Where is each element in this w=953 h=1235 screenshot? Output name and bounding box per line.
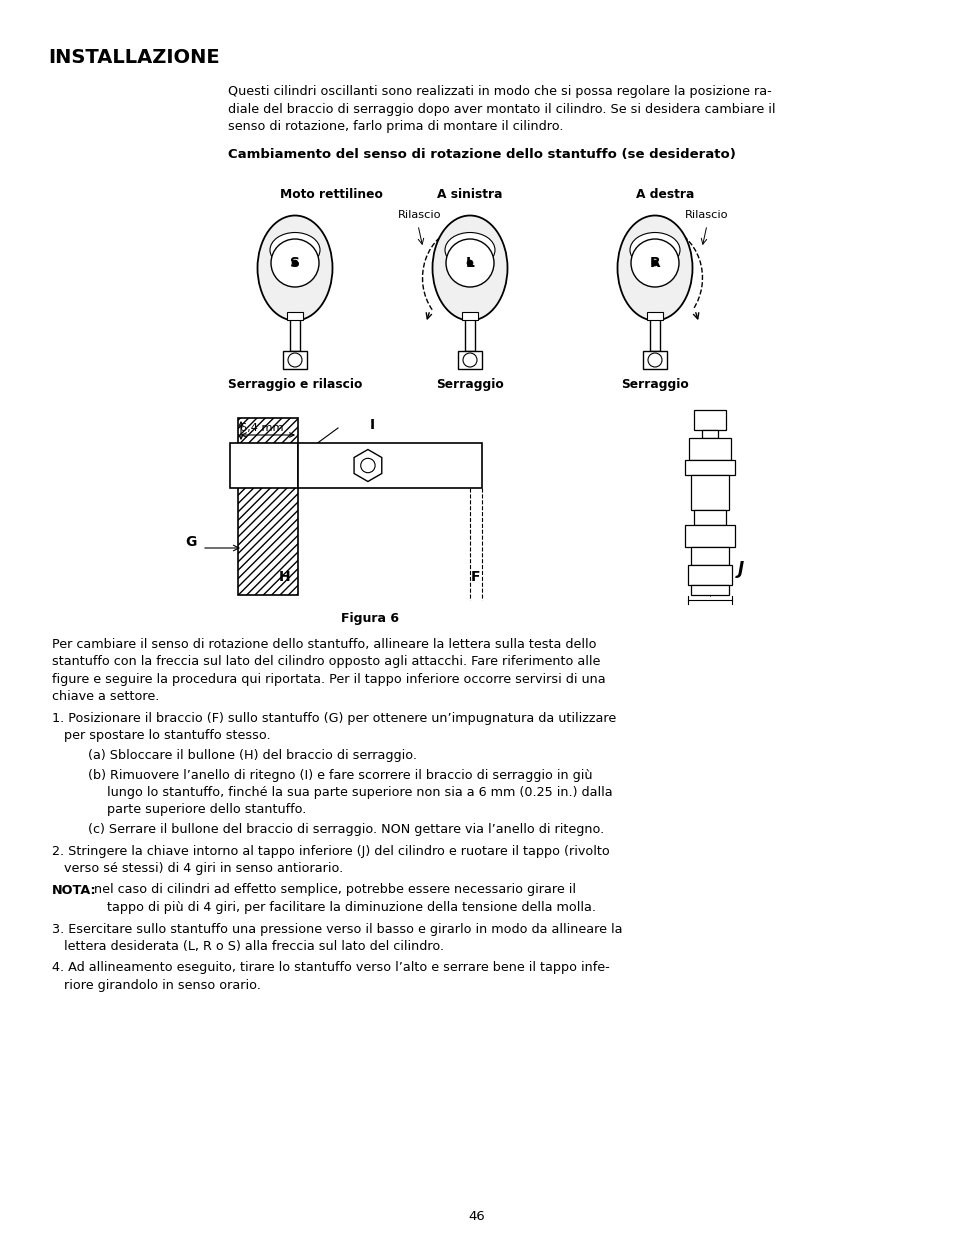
Circle shape <box>292 261 297 266</box>
Text: riore girandolo in senso orario.: riore girandolo in senso orario. <box>64 979 260 992</box>
Text: 3. Esercitare sullo stantuffo una pressione verso il basso e girarlo in modo da : 3. Esercitare sullo stantuffo una pressi… <box>52 923 622 935</box>
Bar <box>649 316 659 351</box>
Circle shape <box>647 353 661 367</box>
Ellipse shape <box>257 215 333 321</box>
Text: Serraggio: Serraggio <box>436 378 503 391</box>
Text: J: J <box>738 559 743 578</box>
Bar <box>464 316 475 351</box>
Text: NOTA:: NOTA: <box>52 883 96 897</box>
Bar <box>687 564 731 585</box>
Circle shape <box>271 240 318 287</box>
Bar <box>693 510 725 525</box>
Ellipse shape <box>432 215 507 321</box>
Bar <box>297 443 481 488</box>
Circle shape <box>651 261 658 266</box>
Text: H: H <box>279 571 291 584</box>
Bar <box>690 547 728 564</box>
Text: F: F <box>471 571 480 584</box>
Text: 4. Ad allineamento eseguito, tirare lo stantuffo verso l’alto e serrare bene il : 4. Ad allineamento eseguito, tirare lo s… <box>52 962 609 974</box>
Text: (a) Sbloccare il bullone (H) del braccio di serraggio.: (a) Sbloccare il bullone (H) del braccio… <box>88 748 416 762</box>
Text: Serraggio e rilascio: Serraggio e rilascio <box>228 378 362 391</box>
Text: verso sé stessi) di 4 giri in senso antiorario.: verso sé stessi) di 4 giri in senso anti… <box>64 862 343 876</box>
Text: 6,4 mm: 6,4 mm <box>240 424 283 433</box>
Bar <box>290 316 299 351</box>
Text: Serraggio: Serraggio <box>620 378 688 391</box>
Text: R: R <box>649 256 659 270</box>
Text: lungo lo stantuffo, finché la sua parte superiore non sia a 6 mm (0.25 in.) dall: lungo lo stantuffo, finché la sua parte … <box>107 785 612 799</box>
Text: S: S <box>290 256 299 270</box>
Bar <box>642 351 666 369</box>
Text: Moto rettilineo: Moto rettilineo <box>280 188 382 201</box>
Ellipse shape <box>444 232 495 268</box>
Text: A destra: A destra <box>635 188 694 201</box>
Text: lettera desiderata (L, R o S) alla freccia sul lato del cilindro.: lettera desiderata (L, R o S) alla frecc… <box>64 940 444 953</box>
Bar <box>461 312 477 320</box>
Text: Rilascio: Rilascio <box>684 210 728 220</box>
Ellipse shape <box>629 232 679 268</box>
Text: 46: 46 <box>468 1210 485 1223</box>
Circle shape <box>288 353 302 367</box>
Text: tappo di più di 4 giri, per facilitare la diminuzione della tensione della molla: tappo di più di 4 giri, per facilitare l… <box>107 902 596 914</box>
Ellipse shape <box>617 215 692 321</box>
Bar <box>690 585 728 595</box>
Circle shape <box>462 353 476 367</box>
Text: (b) Rimuovere l’anello di ritegno (I) e fare scorrere il braccio di serraggio in: (b) Rimuovere l’anello di ritegno (I) e … <box>88 768 592 782</box>
Bar <box>684 525 734 547</box>
Bar <box>237 417 297 595</box>
Circle shape <box>630 240 679 287</box>
Text: senso di rotazione, farlo prima di montare il cilindro.: senso di rotazione, farlo prima di monta… <box>228 120 563 133</box>
Text: chiave a settore.: chiave a settore. <box>52 690 159 704</box>
Bar <box>693 410 725 430</box>
Text: 1. Posizionare il braccio (F) sullo stantuffo (G) per ottenere un’impugnatura da: 1. Posizionare il braccio (F) sullo stan… <box>52 713 616 725</box>
Text: Per cambiare il senso di rotazione dello stantuffo, allineare la lettera sulla t: Per cambiare il senso di rotazione dello… <box>52 638 596 651</box>
Bar <box>684 459 734 475</box>
Text: INSTALLAZIONE: INSTALLAZIONE <box>48 48 219 67</box>
Circle shape <box>446 240 494 287</box>
Text: stantuffo con la freccia sul lato del cilindro opposto agli attacchi. Fare rifer: stantuffo con la freccia sul lato del ci… <box>52 656 599 668</box>
Ellipse shape <box>270 232 319 268</box>
Bar <box>283 351 307 369</box>
Bar <box>690 475 728 510</box>
Text: 2. Stringere la chiave intorno al tappo inferiore (J) del cilindro e ruotare il : 2. Stringere la chiave intorno al tappo … <box>52 845 609 857</box>
Bar <box>230 443 297 488</box>
Text: L: L <box>465 256 474 270</box>
Text: Cambiamento del senso di rotazione dello stantuffo (se desiderato): Cambiamento del senso di rotazione dello… <box>228 148 735 161</box>
Text: Rilascio: Rilascio <box>397 210 441 220</box>
Bar <box>688 438 730 459</box>
Circle shape <box>360 458 375 473</box>
Bar <box>457 351 481 369</box>
Bar <box>646 312 662 320</box>
Polygon shape <box>354 450 381 482</box>
Text: Figura 6: Figura 6 <box>340 613 398 625</box>
Text: Questi cilindri oscillanti sono realizzati in modo che si possa regolare la posi: Questi cilindri oscillanti sono realizza… <box>228 85 771 98</box>
Text: diale del braccio di serraggio dopo aver montato il cilindro. Se si desidera cam: diale del braccio di serraggio dopo aver… <box>228 103 775 116</box>
Text: parte superiore dello stantuffo.: parte superiore dello stantuffo. <box>107 804 306 816</box>
Circle shape <box>467 261 473 266</box>
Text: (c) Serrare il bullone del braccio di serraggio. NON gettare via l’anello di rit: (c) Serrare il bullone del braccio di se… <box>88 823 603 836</box>
Text: A sinistra: A sinistra <box>436 188 502 201</box>
Bar <box>287 312 303 320</box>
Bar <box>701 430 718 438</box>
Text: G: G <box>185 535 196 550</box>
Text: figure e seguire la procedura qui riportata. Per il tappo inferiore occorre serv: figure e seguire la procedura qui riport… <box>52 673 605 685</box>
Text: nel caso di cilindri ad effetto semplice, potrebbe essere necessario girare il: nel caso di cilindri ad effetto semplice… <box>90 883 576 897</box>
Text: per spostare lo stantuffo stesso.: per spostare lo stantuffo stesso. <box>64 730 271 742</box>
Text: I: I <box>370 417 375 432</box>
